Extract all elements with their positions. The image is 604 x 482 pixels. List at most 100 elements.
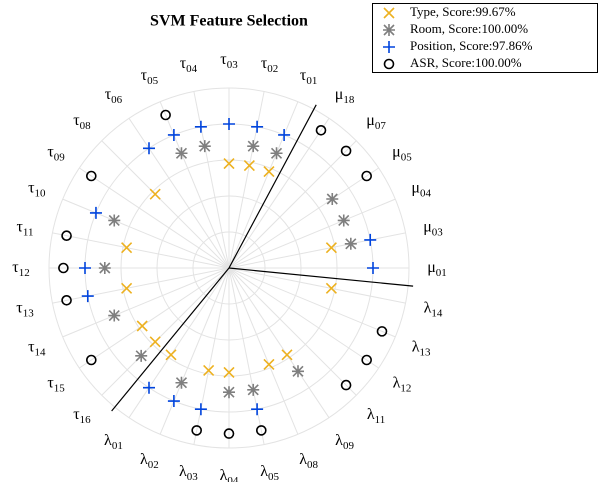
legend-marker (383, 7, 395, 19)
angle-label: μ01 (427, 259, 447, 279)
angle-label: τ10 (28, 179, 46, 199)
data-point (256, 425, 267, 436)
legend-label: Position, Score:97.86% (410, 38, 533, 53)
angle-label: τ16 (73, 406, 91, 426)
angle-label: μ03 (423, 218, 443, 238)
legend-marker (383, 41, 395, 53)
angle-label: τ01 (300, 67, 317, 87)
data-point (263, 358, 275, 371)
legend-marker (383, 24, 395, 36)
angle-label: τ08 (73, 112, 91, 132)
data-point (203, 364, 215, 376)
group-separator (228, 104, 317, 269)
grid-spoke (228, 267, 299, 435)
angle-label: λ05 (260, 463, 279, 482)
grid-spoke (52, 232, 230, 269)
data-point (340, 379, 352, 391)
data-point (175, 376, 188, 389)
grid-spoke (228, 267, 396, 338)
data-point (243, 160, 255, 172)
data-point (361, 354, 372, 366)
data-point (149, 188, 161, 200)
legend-label: ASR, Score:100.00% (410, 55, 522, 70)
grid-spoke (101, 267, 230, 396)
grid-spoke (228, 198, 396, 269)
grid-spoke (159, 101, 230, 269)
data-point (194, 120, 207, 133)
data-point (135, 349, 148, 362)
angle-label: τ02 (261, 55, 278, 75)
data-point (165, 349, 177, 361)
data-point (191, 425, 202, 436)
angle-label: λ08 (299, 451, 318, 471)
grid-spoke (228, 267, 330, 418)
angle-label: τ06 (105, 86, 123, 106)
data-point (223, 366, 235, 378)
angle-label: λ01 (104, 432, 123, 452)
grid-spoke (228, 118, 330, 269)
data-point (86, 354, 97, 366)
grid-spoke (228, 232, 406, 269)
legend-marker (383, 58, 395, 70)
data-point (167, 128, 180, 141)
angle-label: μ04 (411, 179, 431, 199)
data-point (247, 383, 260, 396)
grid-spoke (228, 101, 299, 269)
data-point (86, 170, 97, 182)
angle-label: λ13 (412, 338, 431, 358)
data-point (361, 170, 372, 182)
grid-spoke (62, 198, 230, 269)
grid-spoke (228, 91, 265, 269)
angle-label: μ18 (335, 86, 355, 106)
legend-label: Room, Score:100.00% (410, 21, 528, 36)
data-point (149, 336, 161, 348)
angle-label: τ03 (220, 51, 238, 71)
data-point (223, 386, 235, 399)
angle-label: τ04 (180, 55, 198, 75)
grid-spoke (101, 140, 230, 269)
grid-spoke (228, 267, 379, 369)
data-point (198, 140, 211, 153)
data-point (194, 403, 207, 416)
data-point (142, 381, 155, 394)
angle-label: τ09 (47, 143, 65, 163)
data-point (121, 282, 133, 294)
data-point (340, 145, 352, 157)
chart-title: SVM Feature Selection (150, 13, 308, 30)
data-point (98, 262, 111, 274)
angle-label: μ07 (366, 112, 386, 132)
data-point (326, 192, 339, 205)
data-point (175, 147, 188, 160)
grid-spoke (128, 118, 230, 269)
data-point (247, 140, 260, 153)
data-point (167, 395, 180, 408)
data-point (61, 230, 72, 241)
data-point (251, 403, 264, 416)
data-point (325, 242, 337, 254)
grid-spoke (159, 267, 230, 435)
grid-spoke (228, 267, 406, 304)
grid-spoke (79, 167, 230, 269)
grid-spoke (193, 91, 230, 269)
angle-label: λ04 (220, 467, 239, 482)
angle-label: τ11 (16, 218, 33, 238)
group-separator (111, 267, 230, 412)
group-separator (228, 267, 414, 287)
data-point (270, 147, 283, 160)
grid-spoke (228, 267, 265, 445)
grid-spoke (193, 267, 230, 445)
angle-label: τ12 (12, 259, 29, 279)
data-point (364, 233, 377, 246)
angle-label: λ09 (335, 432, 354, 452)
data-point (89, 206, 102, 219)
data-point (223, 158, 235, 170)
data-point (108, 214, 121, 227)
data-point (81, 290, 94, 303)
grid-spoke (62, 267, 230, 338)
data-point (108, 309, 121, 322)
angle-label: λ11 (367, 406, 385, 426)
legend-box (372, 3, 598, 73)
data-point (136, 320, 148, 332)
